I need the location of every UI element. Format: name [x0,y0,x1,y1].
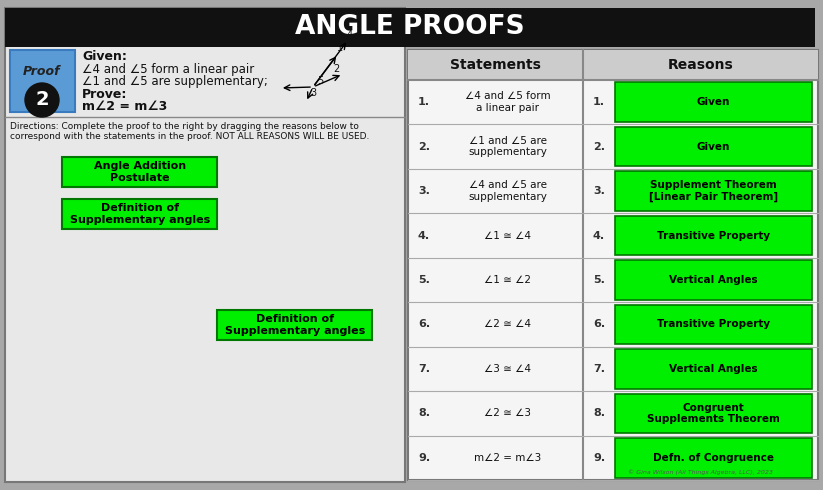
FancyBboxPatch shape [217,310,373,340]
Text: 4: 4 [347,30,353,40]
FancyBboxPatch shape [615,305,812,344]
Text: 5.: 5. [418,275,430,285]
Text: Given: Given [697,97,730,107]
FancyBboxPatch shape [5,8,815,47]
Text: 2.: 2. [593,142,605,152]
Text: 3.: 3. [593,186,605,196]
Text: ANGLE PROOFS: ANGLE PROOFS [295,14,525,40]
Text: ∠1 and ∠5 are supplementary;: ∠1 and ∠5 are supplementary; [82,75,267,89]
Text: 9.: 9. [593,453,605,463]
Text: Statements: Statements [450,58,541,72]
Text: ∠3 ≅ ∠4: ∠3 ≅ ∠4 [485,364,532,374]
Text: 9.: 9. [418,453,430,463]
Text: Angle Addition
Postulate: Angle Addition Postulate [94,161,186,183]
Text: Given: Given [697,142,730,152]
Text: 6.: 6. [593,319,605,329]
Text: 4.: 4. [418,231,430,241]
Text: Prove:: Prove: [82,89,128,101]
Text: 2: 2 [332,64,339,74]
Circle shape [25,83,59,117]
FancyBboxPatch shape [615,260,812,300]
Text: 2.: 2. [418,142,430,152]
FancyBboxPatch shape [615,393,812,433]
Text: Vertical Angles: Vertical Angles [669,275,758,285]
FancyBboxPatch shape [63,157,217,187]
Text: 5.: 5. [593,275,605,285]
FancyBboxPatch shape [615,172,812,211]
Text: Proof: Proof [23,66,61,78]
Text: Congruent
Supplements Theorem: Congruent Supplements Theorem [647,402,780,424]
Text: 8.: 8. [418,408,430,418]
Text: 4.: 4. [593,231,605,241]
Text: 5: 5 [317,76,323,86]
Text: 3: 3 [310,88,316,98]
Text: 7.: 7. [418,364,430,374]
Text: Defn. of Congruence: Defn. of Congruence [653,453,774,463]
Text: ∠1 ≅ ∠2: ∠1 ≅ ∠2 [485,275,532,285]
Text: 3.: 3. [418,186,430,196]
Text: © Gina Wilson (All Things Algebra, LLC), 2023: © Gina Wilson (All Things Algebra, LLC),… [628,469,773,475]
FancyBboxPatch shape [408,50,818,480]
FancyBboxPatch shape [63,199,217,229]
Text: ∠4 and ∠5 are
supplementary: ∠4 and ∠5 are supplementary [468,180,547,202]
Text: 6.: 6. [418,319,430,329]
Text: ∠2 ≅ ∠4: ∠2 ≅ ∠4 [485,319,532,329]
Text: Definition of
Supplementary angles: Definition of Supplementary angles [225,314,365,336]
FancyBboxPatch shape [615,438,812,477]
Text: 7.: 7. [593,364,605,374]
Text: ∠2 ≅ ∠3: ∠2 ≅ ∠3 [485,408,532,418]
Text: m∠2 = m∠3: m∠2 = m∠3 [474,453,542,463]
Text: ∠1 ≅ ∠4: ∠1 ≅ ∠4 [485,231,532,241]
Text: m∠2 = m∠3: m∠2 = m∠3 [82,100,167,114]
Text: 1.: 1. [418,97,430,107]
FancyBboxPatch shape [615,216,812,255]
FancyBboxPatch shape [10,50,75,112]
Text: 8.: 8. [593,408,605,418]
FancyBboxPatch shape [5,8,405,482]
Text: 2: 2 [35,91,49,109]
FancyBboxPatch shape [615,127,812,167]
Text: Transitive Property: Transitive Property [657,231,770,241]
Text: Directions: Complete the proof to the right by dragging the reasons below to
cor: Directions: Complete the proof to the ri… [10,122,370,142]
Text: 1.: 1. [593,97,605,107]
Text: Reasons: Reasons [667,58,733,72]
Text: Given:: Given: [82,50,127,64]
Text: ∠1 and ∠5 are
supplementary: ∠1 and ∠5 are supplementary [468,136,547,157]
Text: ∠4 and ∠5 form
a linear pair: ∠4 and ∠5 form a linear pair [465,92,551,113]
FancyBboxPatch shape [615,349,812,389]
Text: Supplement Theorem
[Linear Pair Theorem]: Supplement Theorem [Linear Pair Theorem] [649,180,778,202]
Text: Vertical Angles: Vertical Angles [669,364,758,374]
Text: Transitive Property: Transitive Property [657,319,770,329]
FancyBboxPatch shape [408,50,818,80]
Text: ∠4 and ∠5 form a linear pair: ∠4 and ∠5 form a linear pair [82,64,254,76]
Text: Definition of
Supplementary angles: Definition of Supplementary angles [70,203,210,225]
FancyBboxPatch shape [615,82,812,122]
Text: 1: 1 [337,43,343,53]
